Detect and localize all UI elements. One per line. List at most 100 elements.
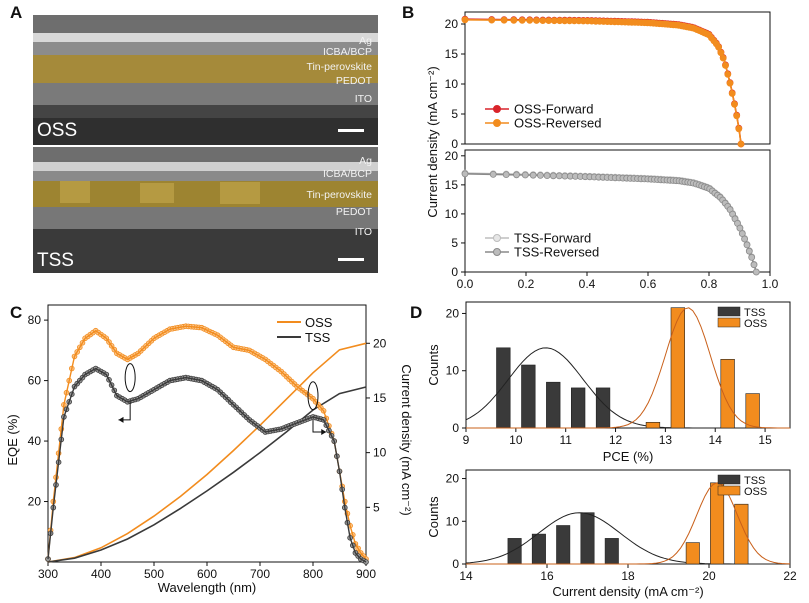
d-top-xtick-label: 10 [509,433,523,447]
c-right-tick-label: 20 [373,336,387,350]
d-top-xtick-label: 9 [463,433,470,447]
c-right-tick-label: 5 [373,500,380,514]
b-bottom-ytick-label: 15 [445,178,459,192]
d-bottom-xtick-label: 14 [459,569,473,583]
oss-reversed-point [731,101,738,108]
tss-reversed-legend-marker [493,248,501,256]
tss-layer-ito: ITO [355,226,372,238]
tss-bar [546,381,561,429]
d-top-xtick-label: 15 [758,433,772,447]
panel-letter-a: A [10,3,22,22]
oss-layer-pedot: PEDOT [336,75,373,87]
tss-layer-pedot: PEDOT [336,206,373,218]
d-bottom-xtick-label: 22 [783,569,797,583]
tss-reversed-point [748,253,756,261]
c-xlabel: Wavelength (nm) [158,580,257,595]
b-bottom-ytick-label: 5 [451,236,458,250]
c-xtick-label: 800 [303,567,323,581]
tss-reversed-point [743,241,751,249]
tss-reversed-point [741,235,748,243]
b-bottom-xtick-label: 1.0 [762,277,779,291]
oss-fit-curve [466,482,791,565]
d-bottom-xtick-label: 18 [621,569,635,583]
tss-reversed-point [736,224,744,232]
tss-bar [521,364,536,429]
c-ytick-label: 20 [28,495,42,509]
d-top-xtick-label: 13 [659,433,673,447]
c-ylabel: EQE (%) [5,414,20,465]
oss-legend-swatch [717,485,741,496]
tss-reversed-point [521,171,529,179]
tss-forward-legend-marker [493,234,501,242]
d-top-xtick-label: 14 [709,433,723,447]
tss-fit-curve [465,347,790,429]
b-top-ytick-label: 15 [445,47,459,61]
tss-reversed-point [750,261,758,269]
tss-layer-ag: Ag [359,155,372,167]
tss-reversed-point [549,172,557,180]
c-right-tick-label: 15 [373,391,387,405]
tss-reversed-point [745,247,753,255]
c-ytick-label: 60 [28,374,42,388]
oss-reversed-point [715,43,722,51]
oss-reversed-point [733,112,741,120]
b-top-ytick-label: 20 [445,17,459,31]
d-top-ytick-label: 20 [446,306,460,320]
tss-reversed-point [555,172,563,180]
oss-reversed-point [735,125,743,133]
c-left-axis-ellipse [124,363,136,393]
tss-bar [604,538,619,565]
d-top-xtick-label: 11 [559,433,572,447]
oss-reversed-point [722,62,729,69]
c-left-axis-arrow [118,401,131,421]
sem-image-oss [33,15,378,145]
oss-bar [720,358,735,429]
oss-bar [670,307,685,429]
b-bottom-xtick-label: 0.4 [579,277,596,291]
oss-reversed-point [726,79,734,87]
tss-layer-tin: Tin-perovskite [306,189,372,201]
oss-forward-legend-marker [493,105,501,113]
d-top-xlabel: PCE (%) [603,449,654,464]
d-top-xtick-label: 12 [609,433,623,447]
oss-reversed-point [737,140,745,148]
b-bottom-xtick-label: 0.8 [701,277,718,291]
tss-reversed-point [461,170,469,178]
tss-legend-swatch [717,474,741,485]
oss-bar [745,393,760,429]
c-left-axis-arrowhead [118,416,124,423]
c-xtick-label: 600 [197,567,217,581]
tss-forward-legend-label: TSS-Forward [514,231,591,246]
tss-reversed-point [513,171,520,179]
oss-layer-tin: Tin-perovskite [306,61,372,73]
c-right-tick-label: 10 [373,446,387,460]
oss-bar [645,421,661,429]
tss-reversed-point [537,171,544,179]
oss-reversed-legend-marker [493,119,501,127]
b-bottom-xtick-label: 0.0 [457,277,474,291]
oss-legend-swatch [717,317,741,328]
oss-bar [685,542,700,565]
oss-forward-legend-label: OSS-Forward [514,102,593,117]
oss-fit-curve [466,307,790,429]
c-xtick-label: 700 [250,567,270,581]
d-bottom-ytick-label: 10 [446,514,460,528]
oss-reversed-point [719,54,727,62]
tss-legend-label: TSS [744,475,765,487]
oss-reversed-line [464,19,742,145]
d-top-frame [465,301,791,429]
oss-reversed-point [539,17,547,25]
oss-reversed-point [526,16,534,24]
tss-legend-label: TSS [744,307,765,319]
panel-letter-c: C [10,303,22,322]
tss-layer-icba: ICBA/BCP [323,168,372,180]
d-top-ytick-label: 0 [452,421,459,435]
chart-c: 300 400 500 600 700 800 900 20 40 60 80 5 10 15 20 Wave… [5,304,414,595]
tss-reversed-point [543,172,551,180]
c-ylabel-right: Current density (mA cm⁻²) [399,364,414,515]
tss-bar [531,533,546,565]
c-xtick-label: 500 [144,567,164,581]
b-ylabel: Current density (mA cm⁻²) [425,66,440,217]
